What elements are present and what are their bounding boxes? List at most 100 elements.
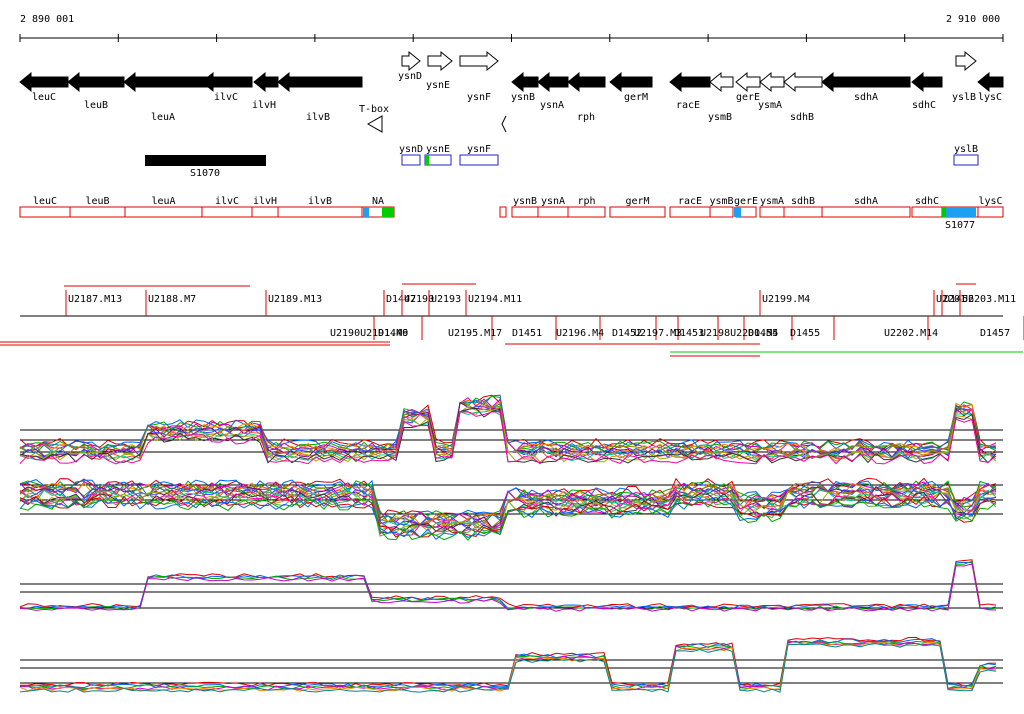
blue-box-label-yslB: yslB (954, 144, 978, 155)
trace-panel1 (19, 397, 997, 453)
gene-label-leuB: leuB (84, 100, 108, 111)
terminator-triangle (366, 115, 383, 133)
tu-label-lower: U2195.M17 (448, 328, 502, 339)
gene-arrow-sdhA (821, 71, 911, 93)
gene-arrow-sdhC (911, 71, 943, 93)
red-box-label-lysC: lysC (978, 196, 1002, 207)
gene-label-ysnA: ysnA (540, 100, 564, 111)
gene-label-leuA: leuA (151, 112, 175, 123)
gene-arrow-rph (567, 71, 606, 93)
tu-label-upper: U2189.M13 (268, 294, 322, 305)
black-block-label: S1070 (190, 168, 220, 179)
annotation-track: ysnD ysnE ysnF yslB leuC leuB leuA ilvC ilvH ilvB… (19, 144, 1004, 231)
gene-arrow-yslB (955, 50, 977, 72)
gene-arrow-ysmA (759, 71, 785, 93)
tu-label-lower: U2202.M14 (884, 328, 938, 339)
gene-label-leuC: leuC (32, 92, 56, 103)
gene-label-lysC: lysC (978, 92, 1002, 103)
cyan-marker (946, 207, 976, 217)
red-box-label-racE: racE (678, 196, 702, 207)
red-box-label-sdhB: sdhB (791, 196, 815, 207)
trace-panel4 (19, 642, 997, 693)
blue-box-ysnF (459, 154, 499, 166)
gene-arrow-ysmB (709, 71, 734, 93)
gene-label-rph: rph (577, 112, 595, 123)
blue-box-ysnD (401, 154, 421, 166)
red-box-leuB (69, 206, 126, 218)
gene-arrow-gerM (609, 71, 653, 93)
gene-track: leuC leuB leuA ilvC ilvH ilvB ysnB ysnA rph gerM r… (19, 50, 1004, 179)
red-box-label-ysnA: ysnA (541, 196, 565, 207)
red-box-ysmB (709, 206, 734, 218)
gene-label-gerM: gerM (624, 92, 648, 103)
red-box-label-leuB: leuB (85, 196, 109, 207)
gene-label-ilvC: ilvC (214, 92, 238, 103)
tu-label-upper: U2194.M11 (468, 294, 522, 305)
trace-panel1 (19, 406, 997, 463)
tu-label-lower: D1446 (378, 328, 408, 339)
red-box-label-gerE: gerE (734, 196, 758, 207)
gene-label-ysmB: ysmB (708, 112, 732, 123)
gene-arrow-ysnD (401, 50, 421, 72)
tu-label-lower: U2196.M4 (556, 328, 604, 339)
gene-label-racE: racE (676, 100, 700, 111)
transcription-unit-track: U2187.M13 U2188.M7 U2189.M13 D1447U2190U219… (0, 283, 1024, 357)
gene-arrow-ysnB (511, 71, 539, 93)
gene-arrow-gerE (735, 71, 761, 93)
expression-traces (19, 394, 1003, 693)
red-box-ysnA (537, 206, 569, 218)
tu-label-upper: U2193 (431, 294, 461, 305)
red-box-label-rph: rph (577, 196, 595, 207)
red-box-ysnB (511, 206, 539, 218)
tu-label-upper: U2190 (404, 294, 434, 305)
tu-label-upper: D1447 (386, 294, 416, 305)
gene-label-yslB: yslB (952, 92, 976, 103)
gene-label-ysmA: ysmA (758, 100, 782, 111)
red-box-gerM (609, 206, 666, 218)
red-box-label-ilvC: ilvC (215, 196, 239, 207)
red-box-label-leuA: leuA (151, 196, 175, 207)
trace-panel1 (19, 410, 997, 465)
trace-panel2 (19, 488, 997, 531)
gene-arrow-ilvB (277, 71, 363, 93)
red-box-sdhA (821, 206, 911, 218)
red-box-label-NA: NA (372, 196, 384, 207)
blue-box-label-ysnD: ysnD (399, 144, 423, 155)
terminator-mark (501, 115, 507, 133)
red-box-label-ysnB: ysnB (513, 196, 537, 207)
gene-arrow-leuC (19, 71, 69, 93)
tu-label-upper: U2187.M13 (68, 294, 122, 305)
red-box-sdhC (911, 206, 943, 218)
gene-arrow-ilvH (253, 71, 279, 93)
red-box-label-ilvB: ilvB (308, 196, 332, 207)
red-box-label-ysmB: ysmB (709, 196, 733, 207)
terminator-label: T-box (359, 104, 389, 115)
red-box-ilvH (251, 206, 279, 218)
black-block (145, 155, 266, 166)
gene-label-ilvB: ilvB (306, 112, 330, 123)
tu-label-lower: U2198U2200.M5 (700, 328, 778, 339)
trace-panel4 (19, 640, 997, 690)
gene-arrow-racE (669, 71, 711, 93)
gene-arrow-lysC (977, 71, 1004, 93)
red-box-ilvB (277, 206, 363, 218)
red-box-label-ilvH: ilvH (253, 196, 277, 207)
tu-label-lower: D1454 (748, 328, 778, 339)
gene-arrow-ilvC (201, 71, 253, 93)
tu-label-lower: U2190U2191.M9 (330, 328, 408, 339)
gene-label-ilvH: ilvH (252, 100, 276, 111)
trace-panel4 (19, 638, 997, 689)
tu-label-lower: D1457 (980, 328, 1010, 339)
gene-label-ysnB: ysnB (511, 92, 535, 103)
trace-panel2 (19, 481, 997, 523)
tu-label-lower: D1452 (612, 328, 642, 339)
trace-panel1 (19, 401, 997, 457)
blue-box-yslB (953, 154, 979, 166)
red-box-rph (567, 206, 606, 218)
red-box-lysC (977, 206, 1004, 218)
red-box-sdhB (783, 206, 823, 218)
red-box-racE (669, 206, 711, 218)
green-marker (425, 155, 429, 165)
red-box-label-gerM: gerM (625, 196, 649, 207)
trace-panel3 (19, 560, 997, 611)
